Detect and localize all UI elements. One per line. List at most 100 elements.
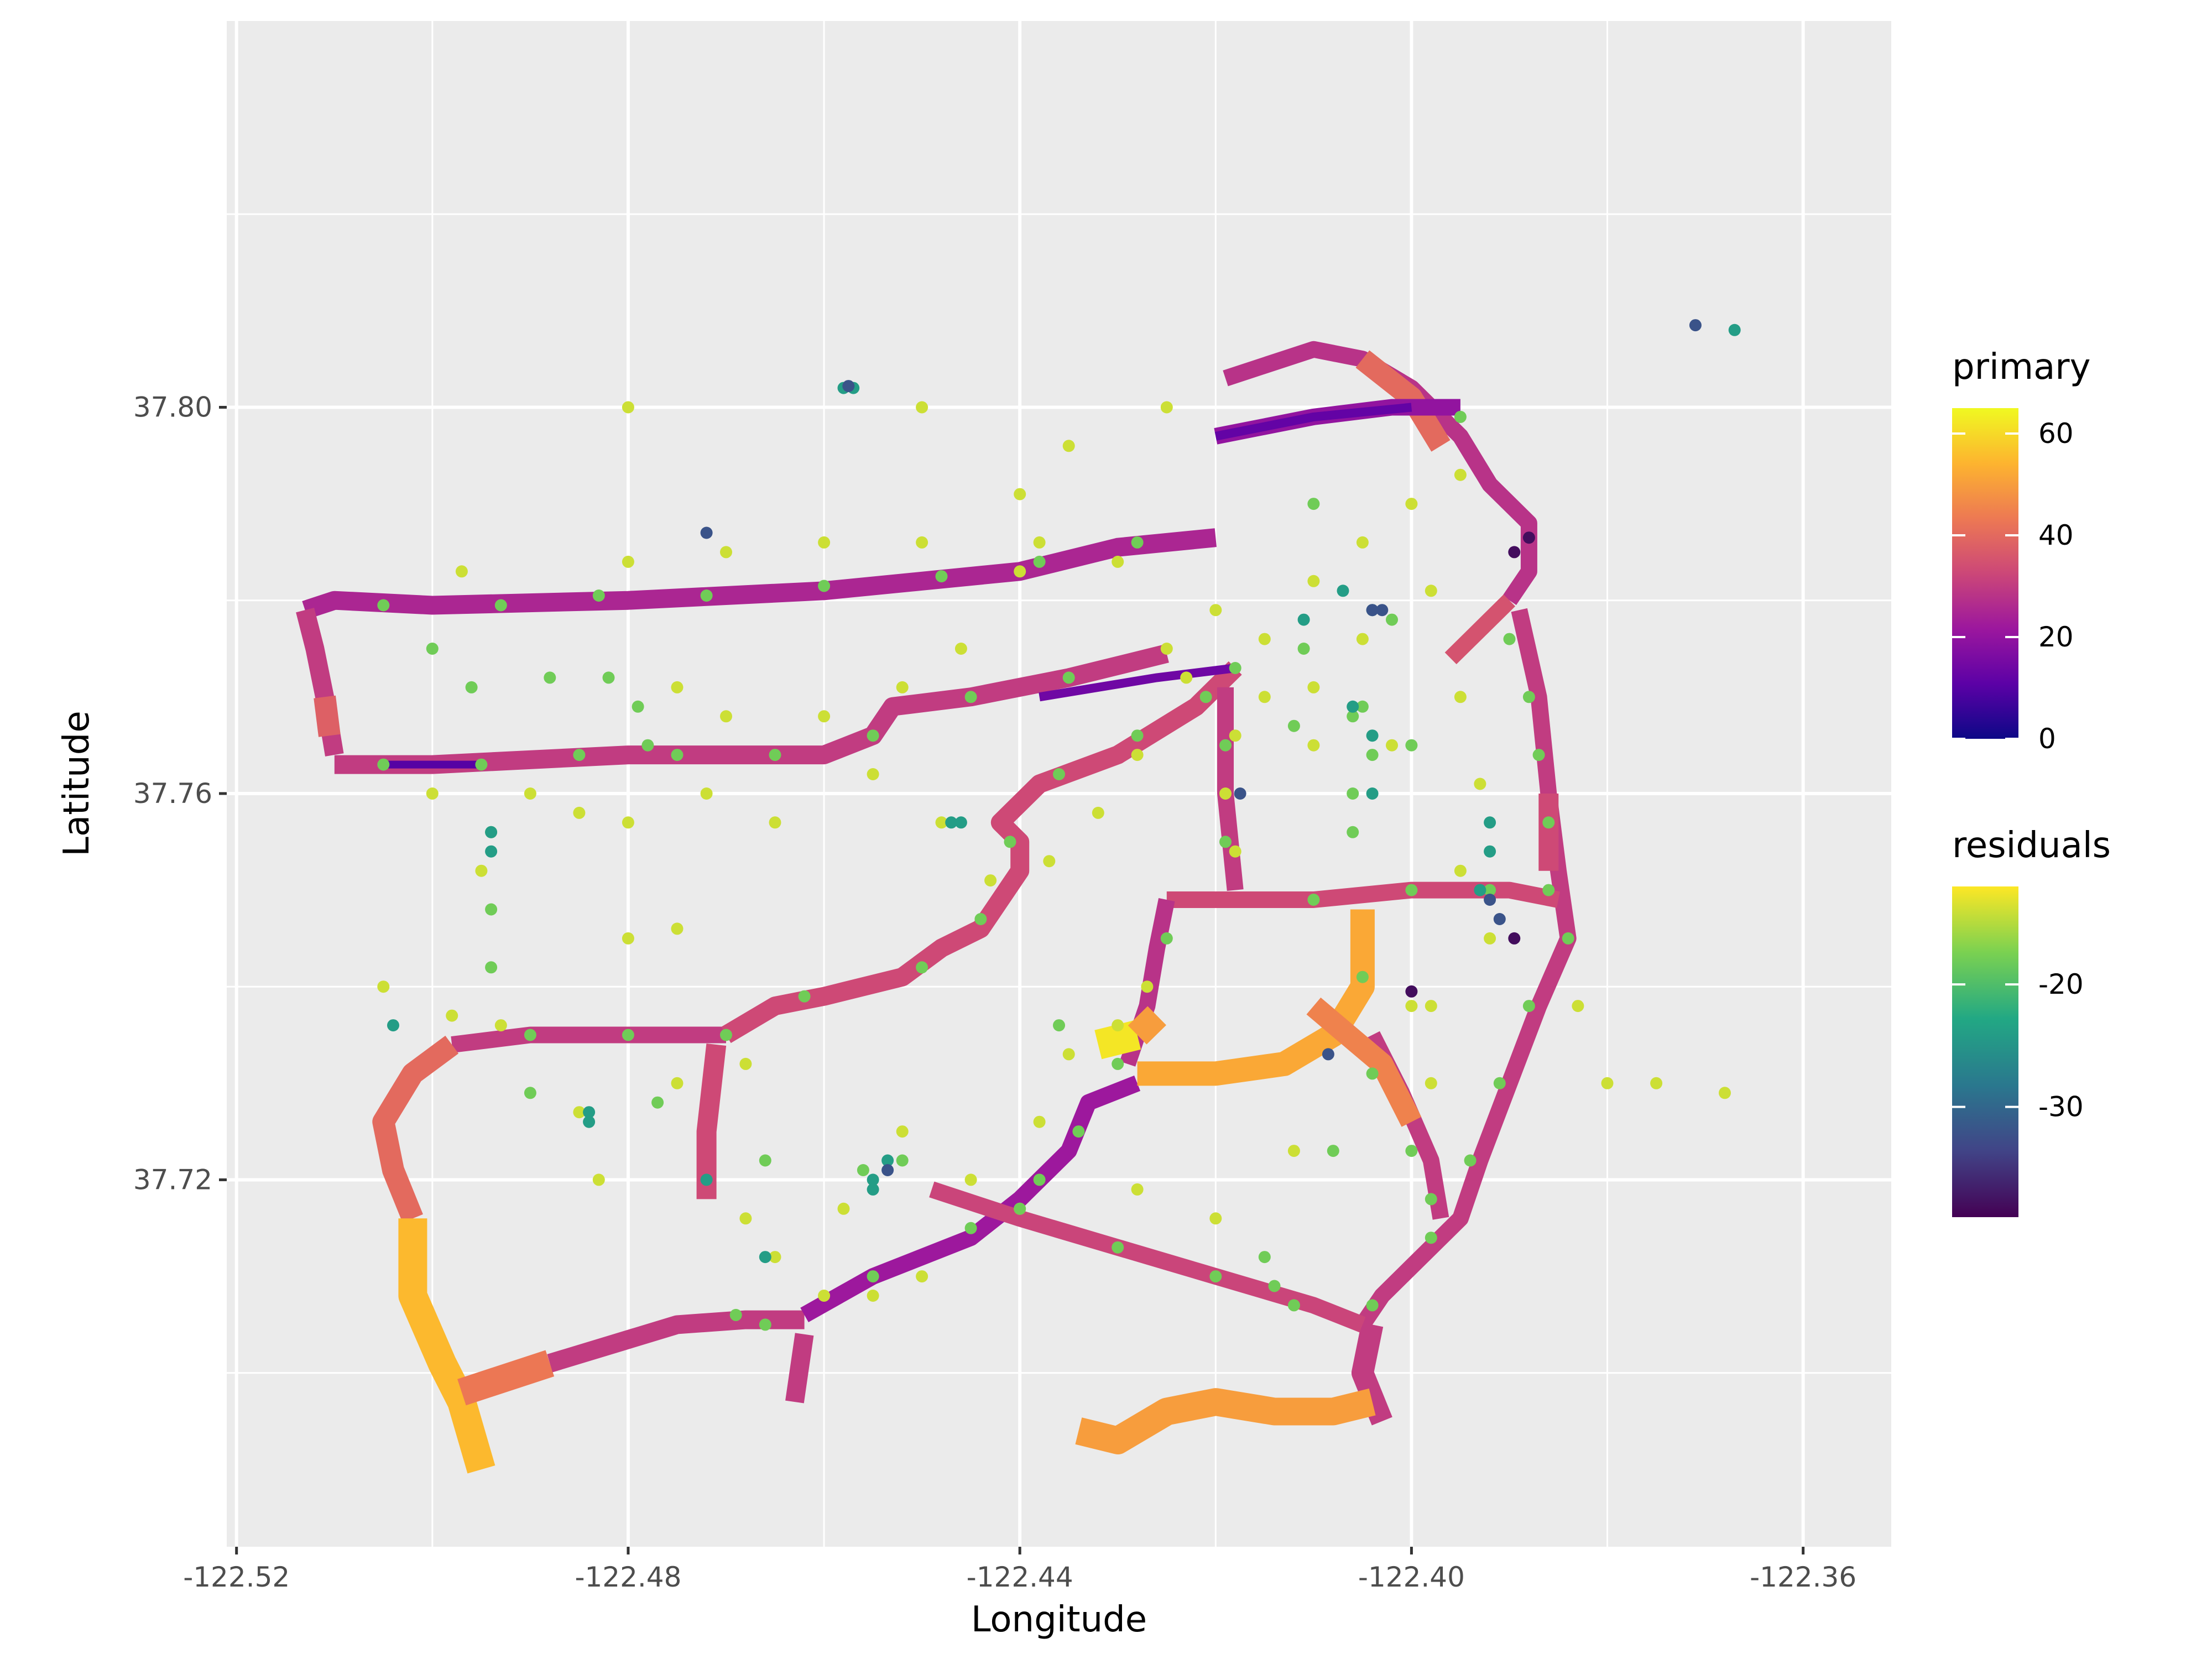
route-segment-16 — [547, 1310, 805, 1373]
residual-point — [769, 749, 781, 761]
residual-point — [1033, 555, 1046, 568]
residual-point — [1366, 1067, 1379, 1080]
residual-point — [622, 401, 634, 414]
residual-point — [583, 1115, 596, 1128]
residual-point — [916, 1270, 928, 1283]
route-segment-8 — [1355, 608, 1577, 1329]
residual-point — [1297, 643, 1310, 655]
residual-point — [583, 1106, 596, 1119]
residual-point — [1484, 884, 1496, 896]
route-segment-0 — [302, 528, 1217, 619]
y-tick-label: 37.72 — [133, 1164, 212, 1196]
residual-point — [842, 380, 855, 393]
residual-point — [1522, 691, 1535, 703]
residual-point — [1053, 1019, 1065, 1032]
residual-point — [446, 1009, 458, 1022]
residual-point — [455, 565, 468, 578]
residual-point — [1209, 1270, 1222, 1283]
residual-point — [1601, 1077, 1614, 1089]
residual-point — [485, 961, 498, 974]
residual-point — [720, 710, 732, 723]
residual-point — [1484, 845, 1496, 858]
residual-point — [818, 580, 831, 592]
residual-point — [954, 643, 967, 655]
residual-point — [651, 1096, 664, 1109]
residual-point — [485, 845, 498, 858]
residual-point — [475, 758, 488, 771]
residual-point — [1287, 719, 1300, 732]
residual-point — [1405, 1000, 1418, 1013]
residual-point — [475, 864, 488, 877]
residual-point — [1033, 536, 1046, 549]
residual-point — [1366, 749, 1379, 761]
x-axis-title: Longitude — [971, 1599, 1147, 1640]
legend-tick-label: 20 — [2038, 621, 2074, 653]
residual-point — [867, 1270, 879, 1283]
residual-point — [1112, 555, 1124, 568]
route-segment-11 — [451, 1026, 726, 1053]
x-tick-label: -122.40 — [1358, 1561, 1465, 1593]
residual-point — [544, 671, 556, 684]
residual-point — [1014, 565, 1026, 578]
residual-point — [700, 589, 713, 602]
residual-point — [592, 589, 605, 602]
residual-point — [1356, 700, 1369, 713]
y-tick-label: 37.76 — [133, 778, 212, 810]
residual-point — [465, 681, 478, 693]
residual-point — [1131, 729, 1144, 742]
residual-point — [377, 980, 390, 993]
residual-point — [524, 1087, 536, 1099]
residual-point — [867, 768, 879, 780]
residual-point — [1454, 410, 1467, 423]
residual-point — [1337, 585, 1349, 597]
residual-point — [426, 787, 439, 800]
residual-point — [1405, 884, 1418, 896]
residual-point — [592, 1173, 605, 1186]
residual-point — [739, 1057, 752, 1070]
residual-point — [867, 1173, 879, 1186]
residual-point — [867, 729, 879, 742]
residual-point — [377, 758, 390, 771]
residual-point — [1160, 401, 1173, 414]
residual-point — [1180, 671, 1193, 684]
residual-point — [1347, 710, 1359, 723]
route-segment-17 — [785, 1333, 814, 1404]
residual-point — [916, 401, 928, 414]
residual-point — [1508, 546, 1521, 559]
residual-point — [641, 739, 654, 752]
legend-residuals-title: residuals — [1952, 825, 2111, 866]
residual-point — [935, 570, 948, 583]
route-segment-7 — [1444, 594, 1516, 665]
residual-point — [1112, 1241, 1124, 1254]
residual-point — [896, 1154, 909, 1167]
residual-point — [984, 874, 997, 887]
residual-point — [1650, 1077, 1663, 1089]
legend-residuals-colorbar — [1952, 886, 2018, 1217]
legend-primary-colorbar — [1952, 408, 2018, 739]
residual-point — [916, 961, 928, 974]
x-tick-label: -122.48 — [575, 1561, 681, 1593]
legend-tick-label: 40 — [2038, 519, 2074, 551]
residual-point — [1297, 613, 1310, 626]
residual-point — [1112, 1019, 1124, 1032]
residual-point — [1307, 894, 1320, 906]
residual-point — [1484, 816, 1496, 829]
residual-point — [1356, 536, 1369, 549]
route-segment-29 — [1128, 1006, 1166, 1045]
residual-point — [1425, 585, 1437, 597]
residual-point — [1229, 729, 1241, 742]
residual-point — [935, 816, 948, 829]
residual-point — [1322, 1048, 1334, 1061]
residual-point — [387, 1019, 399, 1032]
residual-point — [769, 816, 781, 829]
route-segment-15 — [457, 1350, 555, 1406]
residual-point — [1053, 768, 1065, 780]
residual-point — [1425, 1077, 1437, 1089]
residual-point — [1062, 1048, 1075, 1061]
residual-point — [720, 546, 732, 559]
residual-point — [1258, 1251, 1271, 1264]
residual-point — [1131, 536, 1144, 549]
route-segment-4 — [1223, 341, 1537, 606]
residual-point — [1131, 749, 1144, 761]
legend-tick-label: 60 — [2038, 418, 2074, 450]
